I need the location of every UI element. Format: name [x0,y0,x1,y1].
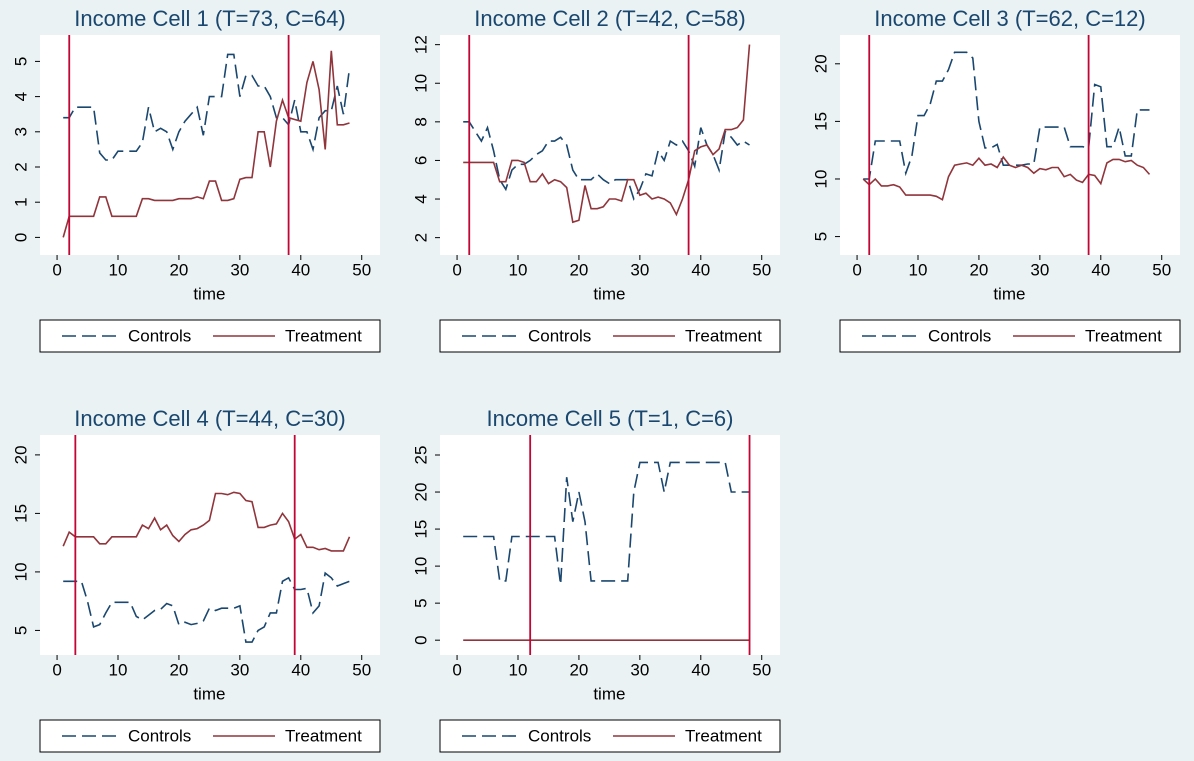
x-axis-title: time [593,284,625,303]
y-tick-label: 12 [411,35,430,54]
chart-title: Income Cell 4 (T=44, C=30) [74,406,345,431]
x-tick-label: 0 [852,260,861,279]
x-axis-title: time [593,684,625,703]
series-line [62,50,350,238]
legend [39,719,381,753]
x-axis-title: time [193,284,225,303]
legend-label: Treatment [685,326,762,345]
y-tick-label: 3 [11,127,30,136]
x-tick-label: 10 [509,660,528,679]
y-tick-label: 5 [11,57,30,66]
x-tick-label: 10 [909,260,928,279]
series-line [463,121,750,201]
legend [439,719,781,753]
x-tick-label: 30 [230,260,249,279]
x-tick-label: 10 [109,260,128,279]
legend [39,319,381,353]
y-tick-label: 10 [411,74,430,93]
x-tick-label: 30 [630,260,649,279]
legend-label: Controls [928,326,991,345]
y-tick-label: 15 [11,504,30,523]
x-tick-label: 10 [509,260,528,279]
y-tick-label: 0 [11,233,30,242]
x-axis-title: time [193,684,225,703]
y-tick-label: 6 [411,156,430,165]
x-tick-label: 40 [291,660,310,679]
x-tick-label: 20 [169,260,188,279]
y-tick-label: 4 [411,194,430,203]
plot-region [440,435,780,655]
x-tick-label: 40 [691,260,710,279]
chart-title: Income Cell 1 (T=73, C=64) [74,6,345,31]
series-line [463,461,750,585]
y-tick-label: 5 [811,232,830,241]
plot-region [40,35,380,255]
y-tick-label: 10 [811,170,830,189]
y-tick-label: 5 [411,598,430,607]
y-tick-label: 10 [411,557,430,576]
plot-region [440,35,780,255]
y-tick-label: 5 [11,626,30,635]
x-axis-title: time [993,284,1025,303]
legend-label: Treatment [1085,326,1162,345]
x-tick-label: 50 [752,260,771,279]
y-tick-label: 15 [411,520,430,539]
x-tick-label: 30 [230,660,249,679]
legend-label: Treatment [285,726,362,745]
legend-label: Controls [528,326,591,345]
legend [439,319,781,353]
y-tick-label: 20 [411,483,430,502]
series-line [63,53,351,161]
x-tick-label: 20 [969,260,988,279]
x-tick-label: 20 [169,660,188,679]
x-tick-label: 40 [691,660,710,679]
x-tick-label: 10 [109,660,128,679]
chart-title: Income Cell 3 (T=62, C=12) [874,6,1145,31]
x-tick-label: 50 [752,660,771,679]
legend-label: Controls [128,726,191,745]
x-tick-label: 50 [1152,260,1171,279]
series-line [63,571,350,643]
y-tick-label: 4 [11,92,30,101]
x-tick-label: 0 [52,260,61,279]
y-tick-label: 2 [11,162,30,171]
x-tick-label: 20 [569,660,588,679]
y-tick-label: 20 [11,445,30,464]
series-line [463,44,751,224]
x-tick-label: 30 [630,660,649,679]
y-tick-label: 0 [411,635,430,644]
chart-title: Income Cell 2 (T=42, C=58) [474,6,745,31]
y-tick-label: 15 [811,112,830,131]
legend-label: Controls [128,326,191,345]
legend-label: Controls [528,726,591,745]
plot-region [40,435,380,655]
y-tick-label: 10 [11,562,30,581]
series-line [62,491,351,552]
series-line [863,51,1150,180]
x-tick-label: 50 [352,260,371,279]
legend [839,319,1181,353]
x-tick-label: 0 [452,260,461,279]
y-tick-label: 25 [411,446,430,465]
y-tick-label: 8 [411,117,430,126]
x-tick-label: 20 [569,260,588,279]
x-tick-label: 30 [1030,260,1049,279]
y-tick-label: 20 [811,54,830,73]
y-tick-label: 1 [11,197,30,206]
plot-region [840,35,1180,255]
y-tick-label: 2 [411,233,430,242]
legend-label: Treatment [685,726,762,745]
x-tick-label: 40 [291,260,310,279]
series-line [862,155,1151,201]
chart-title: Income Cell 5 (T=1, C=6) [487,406,734,431]
x-tick-label: 50 [352,660,371,679]
x-tick-label: 40 [1091,260,1110,279]
x-tick-label: 0 [452,660,461,679]
x-tick-label: 0 [52,660,61,679]
legend-label: Treatment [285,326,362,345]
